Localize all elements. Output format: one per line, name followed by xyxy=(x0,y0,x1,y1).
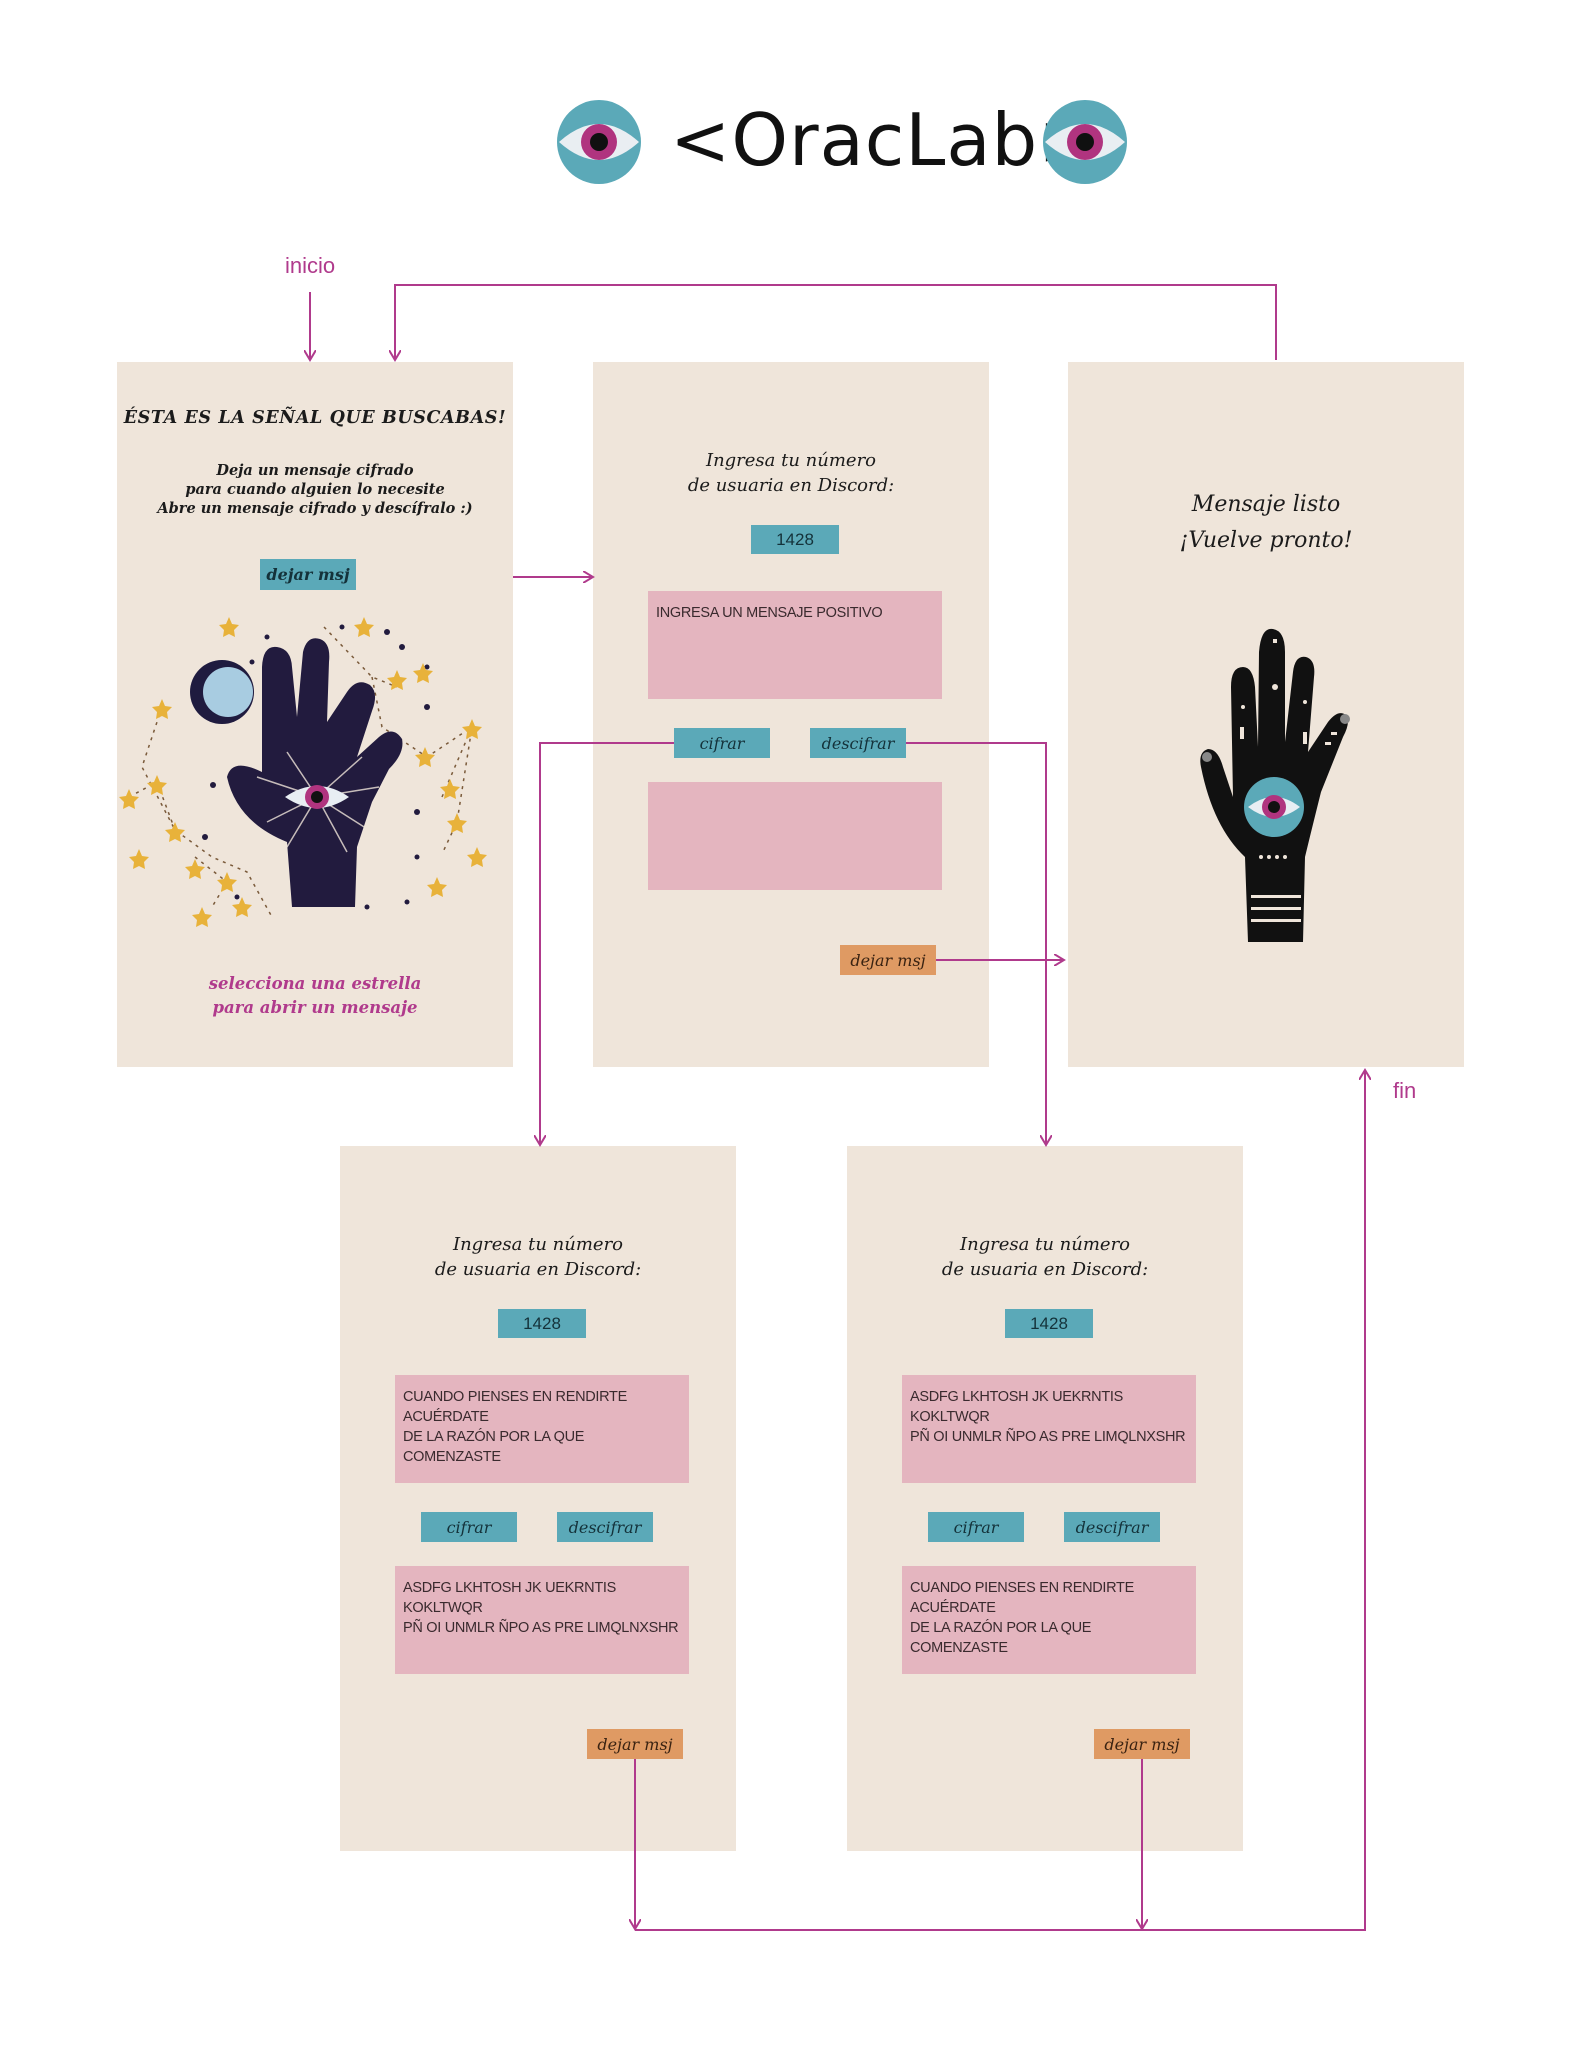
discord-user-number[interactable]: 1428 xyxy=(1005,1309,1093,1338)
message-placeholder: INGRESA UN MENSAJE POSITIVO xyxy=(656,605,883,621)
screen-decrypt: Ingresa tu número de usuaria en Discord:… xyxy=(847,1146,1243,1851)
header: <OracLab> xyxy=(0,0,1594,200)
flow-end-label: fin xyxy=(1393,1078,1417,1103)
screen-encrypt: Ingresa tu número de usuaria en Discord:… xyxy=(340,1146,736,1851)
welcome-body-line-2: para cuando alguien lo necesite xyxy=(185,481,445,498)
done-line-1: Mensaje listo xyxy=(1191,492,1341,517)
encrypt-branch-arrow xyxy=(540,742,674,1145)
result-text: CUANDO PIENSES EN RENDIRTE ACUÉRDATE DE … xyxy=(910,1580,1134,1656)
screen-welcome: ÉSTA ES LA SEÑAL QUE BUSCABAS! Deja un m… xyxy=(117,362,513,1067)
discord-user-number[interactable]: 1428 xyxy=(751,525,839,554)
black-hand-with-eye-icon xyxy=(1200,628,1350,942)
decrypt-button[interactable]: descifrar xyxy=(557,1512,653,1542)
result-output: ASDFG LKHTOSH JK UEKRNTIS KOKLTWQR PÑ OI… xyxy=(395,1566,689,1674)
welcome-body-line-3: Abre un mensaje cifrado y descífralo :) xyxy=(157,500,473,517)
discord-prompt-line-2: de usuaria en Discord: xyxy=(941,1259,1149,1280)
result-output: CUANDO PIENSES EN RENDIRTE ACUÉRDATE DE … xyxy=(902,1566,1196,1674)
decrypt-button[interactable]: descifrar xyxy=(1064,1512,1160,1542)
decrypt-button[interactable]: descifrar xyxy=(810,728,906,758)
star-hint-line-1: selecciona una estrella xyxy=(208,974,422,993)
message-input[interactable]: ASDFG LKHTOSH JK UEKRNTIS KOKLTWQR PÑ OI… xyxy=(902,1375,1196,1483)
leave-message-button[interactable]: dejar msj xyxy=(1094,1729,1190,1759)
done-line-2: ¡Vuelve pronto! xyxy=(1179,528,1353,553)
leave-message-button[interactable]: dejar msj xyxy=(587,1729,683,1759)
message-input[interactable]: CUANDO PIENSES EN RENDIRTE ACUÉRDATE DE … xyxy=(395,1375,689,1483)
encrypt-button[interactable]: cifrar xyxy=(421,1512,517,1542)
discord-prompt-line-2: de usuaria en Discord: xyxy=(687,475,895,496)
flow-start-label: inicio xyxy=(285,253,336,278)
discord-prompt-line-1: Ingresa tu número xyxy=(452,1234,624,1255)
eye-icon xyxy=(1043,100,1127,184)
discord-prompt-line-1: Ingresa tu número xyxy=(959,1234,1131,1255)
discord-prompt-line-2: de usuaria en Discord: xyxy=(434,1259,642,1280)
encrypt-button[interactable]: cifrar xyxy=(928,1512,1024,1542)
screen-done: Mensaje listo ¡Vuelve pronto! xyxy=(1068,362,1464,1067)
end-arrow xyxy=(635,1070,1365,1931)
decrypt-branch-arrow xyxy=(906,742,1046,1145)
message-text: ASDFG LKHTOSH JK UEKRNTIS KOKLTWQR PÑ OI… xyxy=(910,1389,1186,1445)
result-output xyxy=(648,782,942,890)
welcome-heading: ÉSTA ES LA SEÑAL QUE BUSCABAS! xyxy=(123,408,507,428)
message-text: CUANDO PIENSES EN RENDIRTE ACUÉRDATE DE … xyxy=(403,1389,627,1465)
leave-message-button[interactable]: dejar msj xyxy=(260,559,356,590)
return-arrow xyxy=(395,284,1277,360)
encrypt-button[interactable]: cifrar xyxy=(674,728,770,758)
app-title: <OracLab> xyxy=(670,98,1100,182)
message-input[interactable]: INGRESA UN MENSAJE POSITIVO xyxy=(648,591,942,699)
hand-with-eye-and-stars-icon xyxy=(119,617,487,927)
eye-icon xyxy=(557,100,641,184)
leave-message-button[interactable]: dejar msj xyxy=(840,945,936,975)
star-hint-line-2: para abrir un mensaje xyxy=(212,998,418,1017)
discord-user-number[interactable]: 1428 xyxy=(498,1309,586,1338)
screen-input: Ingresa tu número de usuaria en Discord:… xyxy=(593,362,989,1067)
discord-prompt-line-1: Ingresa tu número xyxy=(705,450,877,471)
result-text: ASDFG LKHTOSH JK UEKRNTIS KOKLTWQR PÑ OI… xyxy=(403,1580,679,1636)
welcome-body-line-1: Deja un mensaje cifrado xyxy=(216,462,414,479)
